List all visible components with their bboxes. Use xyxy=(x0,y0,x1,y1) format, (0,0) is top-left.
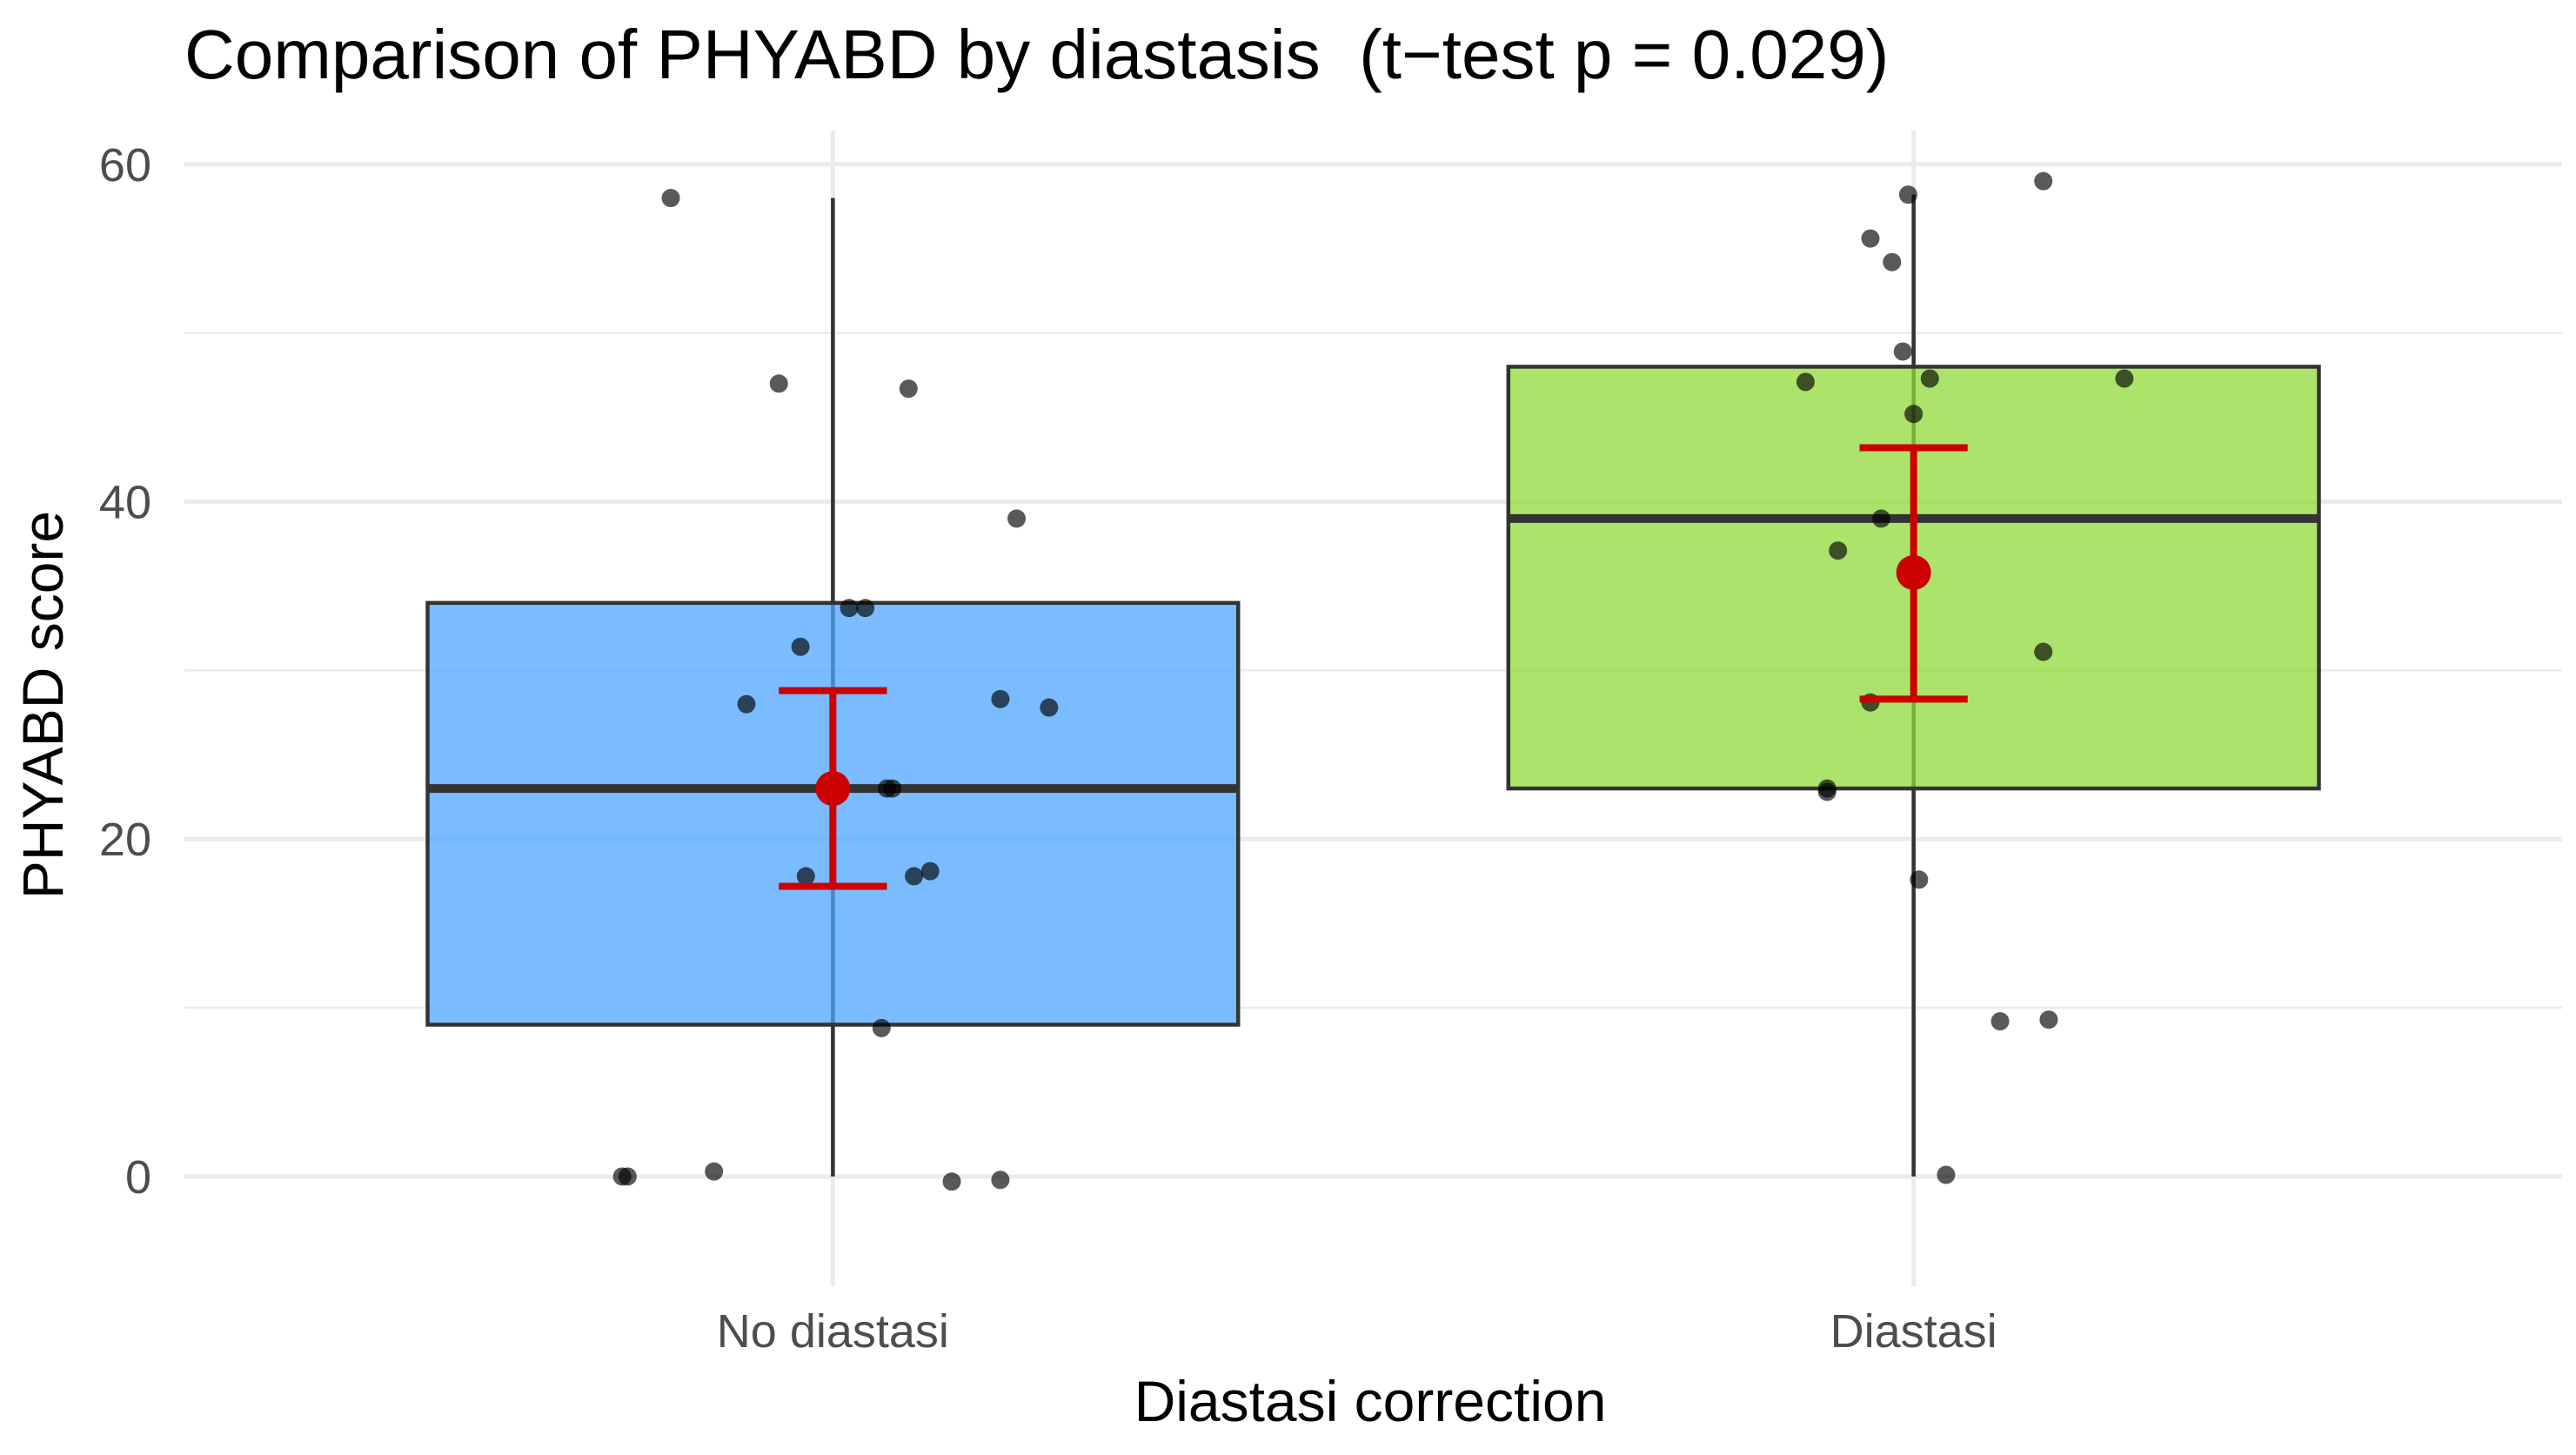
data-point xyxy=(737,694,756,714)
data-point xyxy=(840,599,859,618)
data-point xyxy=(1991,1012,2010,1031)
data-point xyxy=(1910,870,1929,889)
mean-point xyxy=(1896,554,1931,590)
data-point xyxy=(1920,369,1939,388)
data-point xyxy=(856,599,875,618)
data-point xyxy=(872,1018,891,1037)
data-point xyxy=(920,862,940,881)
data-point xyxy=(1893,342,1912,361)
data-point xyxy=(1937,1165,1956,1184)
data-point xyxy=(1007,509,1027,528)
data-point xyxy=(1898,185,1917,205)
y-tick-label: 40 xyxy=(99,477,151,529)
y-axis-title: PHYABD score xyxy=(10,511,75,899)
x-tick-label: No diastasi xyxy=(717,1305,949,1358)
mean-markers xyxy=(779,444,1968,890)
data-point xyxy=(899,379,918,399)
data-points xyxy=(612,171,2134,1191)
data-point xyxy=(769,374,788,393)
chart-title: Comparison of PHYABD by diastasis (t−tes… xyxy=(184,16,1889,93)
data-point xyxy=(796,867,815,886)
data-point xyxy=(1040,698,1059,717)
data-point xyxy=(2034,642,2053,661)
x-axis-title: Diastasi correction xyxy=(1134,1369,1607,1433)
data-point xyxy=(1883,252,1902,272)
data-point xyxy=(942,1172,961,1191)
data-point xyxy=(1796,372,1815,392)
boxes xyxy=(425,194,2321,1177)
data-point xyxy=(883,779,902,798)
data-point xyxy=(1829,541,1848,560)
data-point xyxy=(705,1162,724,1181)
data-point xyxy=(618,1167,637,1186)
data-point xyxy=(905,867,924,886)
data-point xyxy=(1904,405,1924,424)
data-point xyxy=(661,189,680,208)
data-point xyxy=(991,689,1010,708)
data-point xyxy=(2039,1010,2058,1029)
y-tick-label: 60 xyxy=(99,139,151,191)
x-tick-label: Diastasi xyxy=(1830,1305,1997,1358)
y-tick-label: 20 xyxy=(99,814,151,866)
data-point xyxy=(1871,509,1890,528)
data-point xyxy=(1861,229,1880,248)
data-point xyxy=(2034,171,2053,191)
axis-ticks: 0 20 40 60 No diastasi Diastasi xyxy=(99,139,1997,1358)
y-tick-label: 0 xyxy=(125,1151,151,1204)
data-point xyxy=(991,1170,1010,1190)
data-point xyxy=(2115,369,2134,388)
mean-point xyxy=(815,771,851,807)
data-point xyxy=(791,637,810,656)
data-point xyxy=(1817,782,1837,801)
